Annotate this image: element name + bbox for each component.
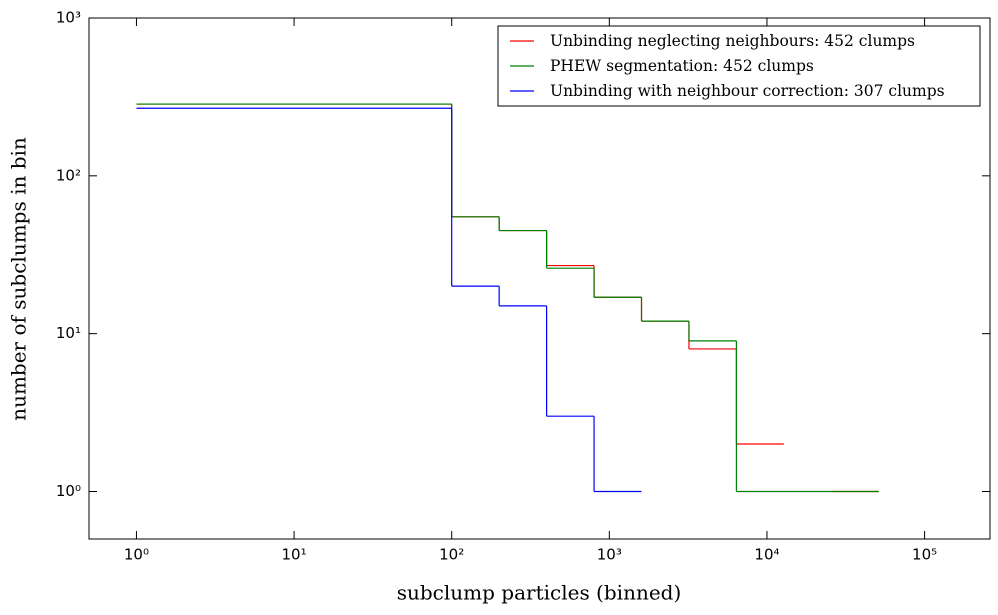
legend-label: PHEW segmentation: 452 clumps <box>550 57 814 75</box>
x-tick-label: 10³ <box>597 546 622 564</box>
x-tick-label: 10⁴ <box>754 546 779 564</box>
x-tick-label: 10⁰ <box>124 546 149 564</box>
y-axis-label: number of subclumps in bin <box>7 137 31 421</box>
legend-label: Unbinding with neighbour correction: 307… <box>550 82 945 100</box>
legend-box <box>497 25 981 107</box>
x-tick-label: 10¹ <box>282 546 307 564</box>
legend-label: Unbinding neglecting neighbours: 452 clu… <box>550 32 915 50</box>
x-tick-label: 10⁵ <box>912 546 937 564</box>
y-tick-label: 10¹ <box>56 324 81 342</box>
y-tick-label: 10² <box>56 166 81 184</box>
x-axis-label: subclump particles (binned) <box>397 581 682 605</box>
y-tick-label: 10³ <box>56 9 81 27</box>
plot-frame <box>88 17 991 540</box>
x-tick-label: 10² <box>439 546 464 564</box>
y-tick-label: 10⁰ <box>56 482 81 500</box>
